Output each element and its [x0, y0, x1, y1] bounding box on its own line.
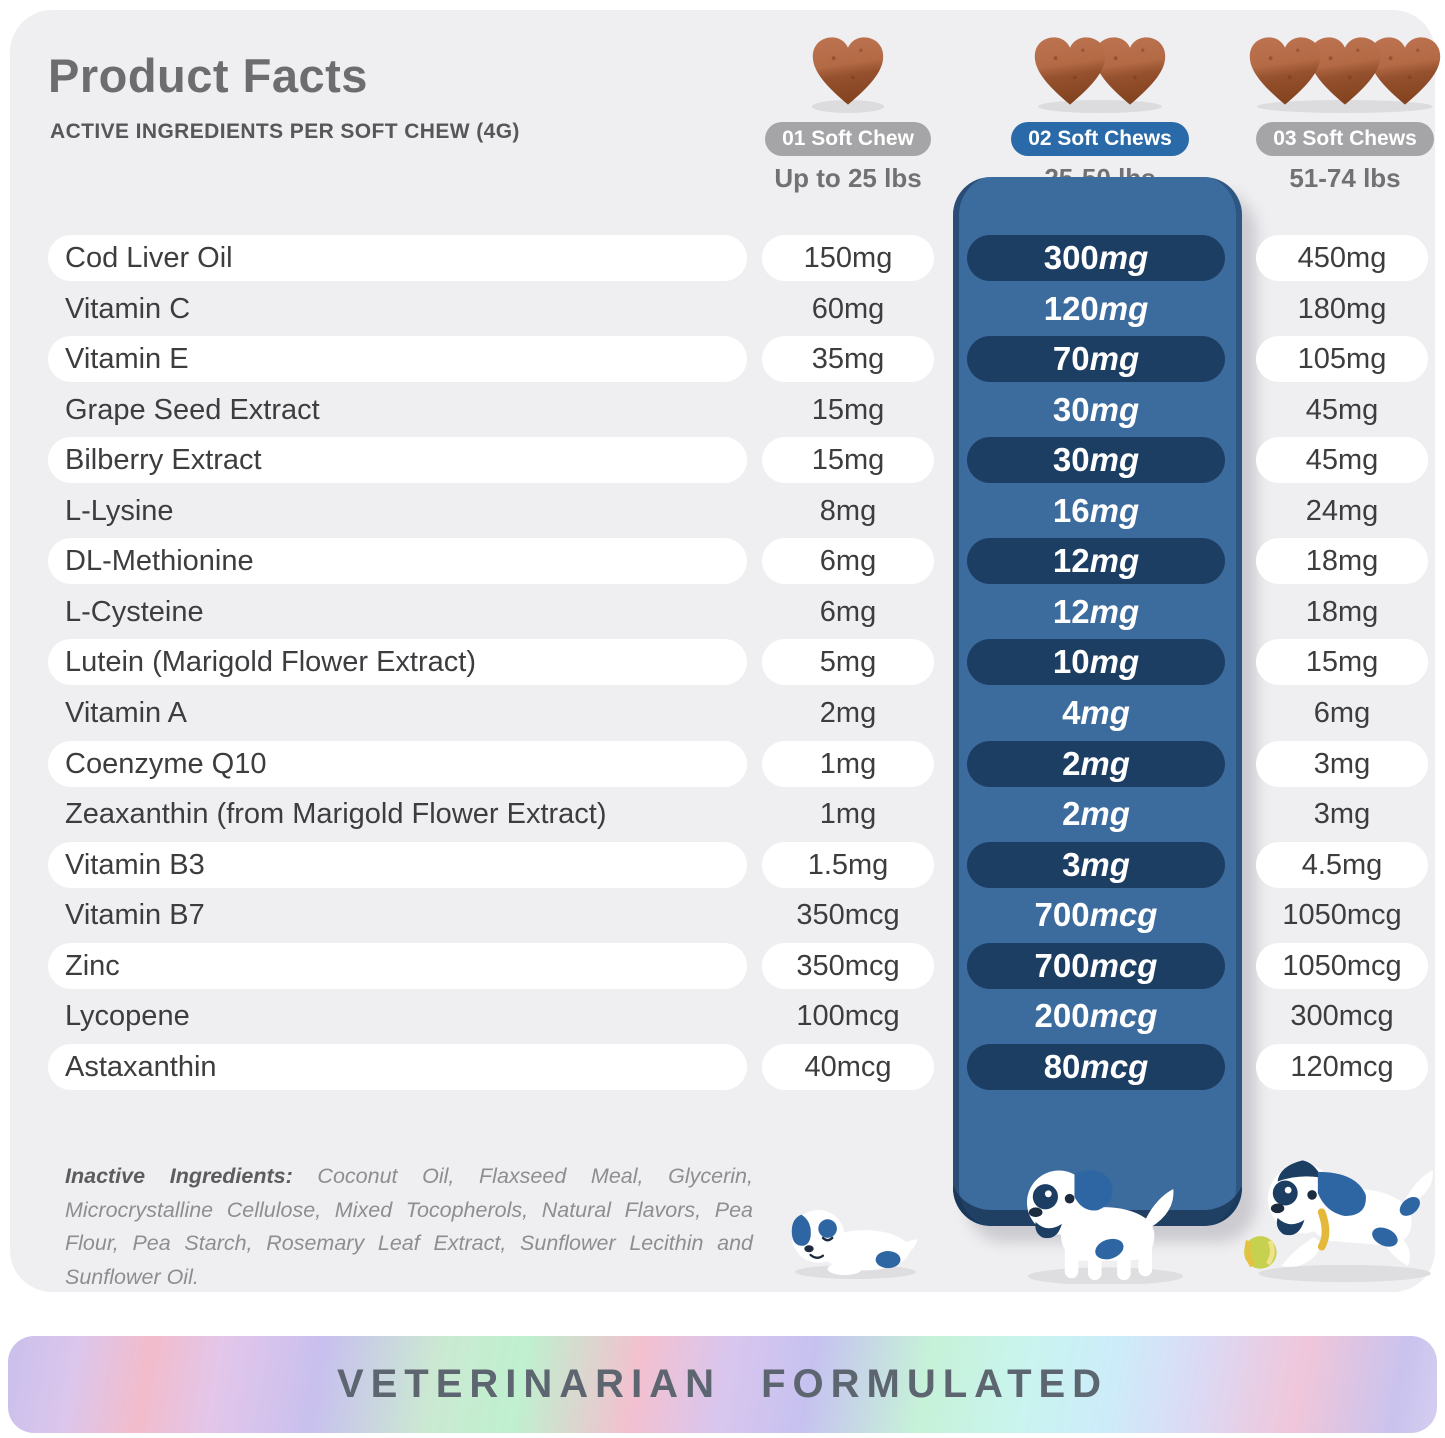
ingredient-name: Coenzyme Q10 — [48, 741, 747, 787]
value-2-chews: 10 mg — [967, 639, 1225, 685]
value-2-chews: 700 mcg — [1034, 896, 1158, 933]
value-2-chews: 30 mg — [967, 437, 1225, 483]
value-1-chew: 350mcg — [796, 898, 900, 931]
value-1-chew: 40mcg — [762, 1044, 934, 1090]
page-subtitle: ACTIVE INGREDIENTS PER SOFT CHEW (4G) — [50, 120, 520, 143]
dose-column-3: 03 Soft Chews 51-74 lbs — [1205, 30, 1445, 194]
banner-text: VETERINARIAN FORMULATED — [336, 1362, 1109, 1406]
heart-chew-icon — [1245, 34, 1325, 108]
veterinarian-formulated-banner: VETERINARIAN FORMULATED — [8, 1336, 1437, 1433]
value-2-chews: 120 mg — [1043, 290, 1149, 327]
chew-shadow — [1257, 100, 1433, 113]
inactive-ingredients-label: Inactive Ingredients: — [65, 1164, 293, 1188]
ingredient-name: Vitamin C — [65, 292, 191, 325]
ingredient-name: Vitamin A — [65, 696, 187, 729]
value-2-chews: 2 mg — [967, 741, 1225, 787]
ingredient-name: Grape Seed Extract — [65, 393, 320, 426]
value-3-chews: 3mg — [1256, 741, 1428, 787]
chew-icon-group-1 — [808, 30, 888, 108]
value-2-chews: 80 mcg — [967, 1044, 1225, 1090]
ingredient-name: Vitamin E — [48, 336, 747, 382]
value-1-chew: 100mcg — [796, 999, 900, 1032]
value-1-chew: 6mg — [762, 538, 934, 584]
ingredient-name: Zinc — [48, 943, 747, 989]
value-1-chew: 350mcg — [762, 943, 934, 989]
dose-column-1: 01 Soft Chew Up to 25 lbs — [708, 30, 988, 194]
value-2-chews: 12 mg — [1052, 593, 1140, 630]
ingredient-name: Vitamin B7 — [65, 898, 205, 931]
value-2-chews: 4 mg — [1062, 694, 1130, 731]
value-2-chews: 700 mcg — [967, 943, 1225, 989]
dose-weight-3: 51-74 lbs — [1289, 163, 1401, 193]
dog-illustration-walking — [1026, 1170, 1184, 1284]
value-3-chews: 4.5mg — [1256, 842, 1428, 888]
dose-weight-1: Up to 25 lbs — [774, 163, 922, 193]
inactive-ingredients: Inactive Ingredients: Coconut Oil, Flaxs… — [65, 1164, 753, 1289]
value-3-chews: 6mg — [1313, 696, 1371, 729]
value-1-chew: 5mg — [762, 639, 934, 685]
value-2-chews: 200 mcg — [1034, 997, 1158, 1034]
value-1-chew: 35mg — [762, 336, 934, 382]
value-3-chews: 24mg — [1305, 494, 1379, 527]
ingredient-name: Vitamin B3 — [48, 842, 747, 888]
heart-chew-icon — [1030, 34, 1110, 108]
value-3-chews: 18mg — [1256, 538, 1428, 584]
value-1-chew: 2mg — [819, 696, 877, 729]
chew-icon-group-3 — [1245, 30, 1445, 108]
value-2-chews: 12 mg — [967, 538, 1225, 584]
value-1-chew: 8mg — [819, 494, 877, 527]
value-2-chews: 30 mg — [1052, 391, 1140, 428]
dose-column-2: 02 Soft Chews 25-50 lbs — [960, 30, 1240, 194]
value-1-chew: 15mg — [811, 393, 885, 426]
ingredient-name: Lutein (Marigold Flower Extract) — [48, 639, 747, 685]
ingredient-name: L-Cysteine — [65, 595, 204, 628]
value-2-chews: 300 mg — [967, 235, 1225, 281]
value-3-chews: 1050mcg — [1282, 898, 1402, 931]
value-3-chews: 450mg — [1256, 235, 1428, 281]
ingredient-name: Bilberry Extract — [48, 437, 747, 483]
value-1-chew: 6mg — [819, 595, 877, 628]
value-2-chews: 2 mg — [1062, 795, 1130, 832]
value-3-chews: 15mg — [1256, 639, 1428, 685]
value-1-chew: 1.5mg — [762, 842, 934, 888]
value-2-chews: 16 mg — [1052, 492, 1140, 529]
value-3-chews: 1050mcg — [1256, 943, 1428, 989]
value-1-chew: 1mg — [819, 797, 877, 830]
value-1-chew: 15mg — [762, 437, 934, 483]
chew-icon-group-2 — [1030, 30, 1170, 108]
value-3-chews: 180mg — [1297, 292, 1387, 325]
puppy-illustration-small — [791, 1209, 918, 1279]
dose-badge-3: 03 Soft Chews — [1256, 122, 1434, 156]
ingredient-name: DL-Methionine — [48, 538, 747, 584]
ingredient-name: Astaxanthin — [48, 1044, 747, 1090]
value-1-chew: 1mg — [762, 741, 934, 787]
value-2-chews: 3 mg — [967, 842, 1225, 888]
value-3-chews: 105mg — [1256, 336, 1428, 382]
heart-chew-icon — [808, 34, 888, 108]
value-1-chew: 150mg — [762, 235, 934, 281]
value-3-chews: 18mg — [1305, 595, 1379, 628]
value-3-chews: 3mg — [1313, 797, 1371, 830]
dog-illustration-running — [1244, 1160, 1433, 1283]
value-3-chews: 45mg — [1256, 437, 1428, 483]
product-facts-card: Product Facts ACTIVE INGREDIENTS PER SOF… — [10, 10, 1435, 1292]
page-title: Product Facts — [48, 49, 368, 102]
dose-badge-1: 01 Soft Chew — [765, 122, 931, 156]
value-3-chews: 120mcg — [1256, 1044, 1428, 1090]
ingredient-name: Lycopene — [65, 999, 190, 1032]
ingredient-name: L-Lysine — [65, 494, 174, 527]
value-3-chews: 45mg — [1305, 393, 1379, 426]
chew-shadow — [812, 100, 884, 113]
value-1-chew: 60mg — [811, 292, 885, 325]
dose-badge-2: 02 Soft Chews — [1011, 122, 1189, 156]
value-2-chews: 70 mg — [967, 336, 1225, 382]
ingredient-name: Cod Liver Oil — [48, 235, 747, 281]
ingredient-name: Zeaxanthin (from Marigold Flower Extract… — [65, 797, 607, 830]
value-3-chews: 300mcg — [1290, 999, 1394, 1032]
